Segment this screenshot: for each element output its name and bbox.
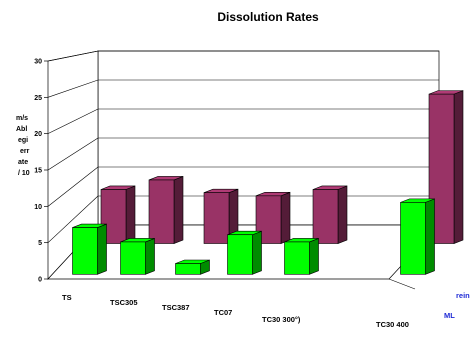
y-tick-label: 0 [38, 277, 42, 284]
bar-side-rein-5 [453, 90, 464, 244]
series-label-ml: ML [444, 311, 455, 320]
gridline-side [47, 50, 99, 62]
bar-rein-2 [203, 192, 230, 244]
bar-side-ml-1 [145, 237, 155, 275]
chart-title: Dissolution Rates [217, 10, 319, 24]
bar-ml-3 [227, 234, 253, 275]
category-label: TC30 300°) [262, 315, 301, 324]
gridline-side [47, 137, 99, 171]
category-label: TC07 [214, 308, 232, 317]
bar-rein-3 [255, 195, 282, 244]
y-axis-label-line: ate [18, 159, 28, 166]
x-axis-labels: TS TSC305 TSC387 TC07 TC30 300°) TC30 400 [62, 278, 416, 329]
gridlines [47, 50, 439, 243]
bar-side-ml-3 [252, 230, 262, 275]
y-tick-label: 20 [34, 131, 42, 138]
bars [72, 90, 464, 275]
bar-ml-5 [400, 202, 426, 275]
category-label: TSC387 [162, 303, 190, 312]
series-labels: rein ML [444, 291, 470, 320]
bar-side-rein-3 [280, 191, 291, 244]
y-tick-label: 30 [34, 59, 42, 66]
category-label: TC30 400 [376, 320, 409, 329]
bar-side-ml-5 [425, 198, 435, 275]
bar-side-ml-0 [97, 223, 107, 275]
gridline-side [47, 195, 99, 243]
bar-side-ml-4 [309, 237, 319, 275]
category-label: TS [62, 293, 72, 302]
bar-rein-1 [148, 179, 175, 244]
y-axis-label-line: Abl [16, 126, 27, 133]
bar-side-rein-0 [125, 185, 136, 244]
bar-ml-4 [284, 241, 310, 275]
bar-ml-2 [175, 263, 201, 275]
gridline-side [47, 166, 99, 207]
y-tick-label: 15 [34, 168, 42, 175]
gridline-side [47, 108, 99, 134]
y-tick-label: 10 [34, 204, 42, 211]
bar-ml-1 [120, 241, 146, 275]
depth-axis [388, 278, 416, 290]
y-axis-label-line: / 10 [18, 170, 30, 177]
y-axis-label-line: err [20, 148, 30, 155]
bar-side-rein-1 [173, 176, 184, 244]
y-axis-label: m/s Abl egi err ate / 10 [16, 115, 30, 177]
y-axis-label-line: m/s [16, 115, 28, 122]
bar-side-rein-4 [337, 185, 348, 244]
gridline-side [47, 79, 99, 98]
y-axis-ticks: 0 5 10 15 20 25 30 [34, 59, 48, 284]
y-tick-label: 5 [38, 240, 42, 247]
y-axis-label-line: egi [18, 137, 28, 144]
category-label: TSC305 [110, 298, 138, 307]
bar-rein-4 [312, 189, 339, 244]
bar-ml-0 [72, 227, 98, 275]
bar-rein-5 [428, 93, 455, 244]
y-tick-label: 25 [34, 95, 42, 102]
series-label-rein: rein [456, 291, 470, 300]
